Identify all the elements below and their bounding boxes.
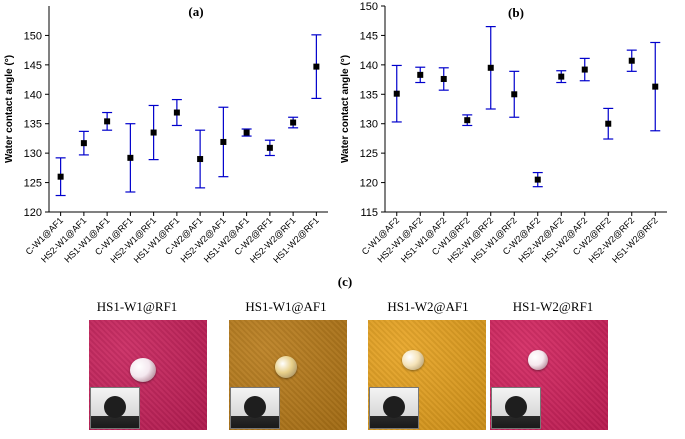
data-point [104,118,111,125]
data-point [581,66,588,73]
y-tick-label: 140 [360,60,378,72]
y-tick-label: 125 [360,148,378,160]
droplet-profile-inset [491,387,541,429]
photo-fabric-2 [229,320,347,430]
data-point [127,154,134,161]
photo-caption-2: HS1-W1@AF1 [245,299,327,314]
photo-caption-3: HS1-W2@AF1 [387,299,469,314]
data-point [80,140,87,147]
photo-fabric-1 [89,320,207,430]
panel-a-label: (a) [188,4,203,19]
y-tick-label: 140 [24,89,42,101]
inset-droplet [244,396,266,418]
water-droplet [275,356,297,378]
water-droplet [130,358,156,382]
y-tick-label: 120 [360,178,378,190]
data-point [393,90,400,97]
data-point [290,119,297,126]
data-point [150,129,157,136]
y-axis-label: Water contact angle (°) [340,55,351,163]
inset-droplet [505,396,527,418]
photo-caption-1: HS1-W1@RF1 [96,299,178,314]
y-tick-label: 125 [24,178,42,190]
droplet-profile-inset [230,387,280,429]
photo-caption-4: HS1-W2@RF1 [512,299,594,314]
data-point [197,156,204,163]
charts-figure: 120 125 130 135 140 145 150 Water contact angle… [4,1,667,265]
panel-b-label: (b) [508,5,524,20]
data-point [57,173,64,180]
inset-droplet [104,396,126,418]
data-point [605,120,612,127]
data-point [558,73,565,80]
y-tick-label: 150 [24,30,42,42]
inset-droplet [383,396,405,418]
data-point [417,71,424,78]
y-tick-label: 130 [360,119,378,131]
data-point [266,144,273,151]
droplet-profile-inset [369,387,419,429]
data-point [628,57,635,64]
photo-fabric-4 [490,320,608,430]
data-point [652,83,659,90]
y-tick-label: 135 [24,119,42,131]
data-point [220,138,227,145]
y-tick-label: 145 [360,30,378,42]
water-droplet [402,350,424,370]
droplet-profile-inset [90,387,140,429]
data-point [511,91,518,98]
chart-b: 115 120 125 130 135 140 145 150 Water contact an… [340,1,667,265]
data-point [313,63,320,70]
y-tick-label: 115 [360,207,378,219]
y-tick-label: 135 [360,89,378,101]
data-point [173,109,180,116]
photo-fabric-3 [368,320,486,430]
water-droplet [528,350,548,370]
y-axis-label: Water contact angle (°) [4,55,15,163]
y-tick-label: 150 [360,1,378,13]
data-point [487,64,494,71]
y-tick-label: 145 [24,60,42,72]
y-tick-label: 130 [24,148,42,160]
data-point [534,176,541,183]
data-point [243,129,250,136]
y-tick-label: 120 [24,207,42,219]
panel-c-label: (c) [337,274,353,289]
chart-a: 120 125 130 135 140 145 150 Water contact angle… [4,6,328,265]
data-point [440,75,447,82]
data-point [464,117,471,124]
